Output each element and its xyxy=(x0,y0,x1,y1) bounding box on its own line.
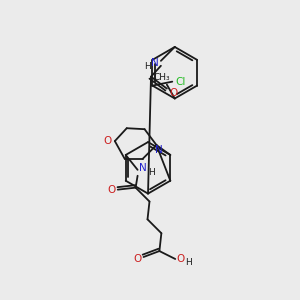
Text: O: O xyxy=(108,184,116,195)
Text: N: N xyxy=(139,163,146,173)
Text: O: O xyxy=(176,254,184,264)
Text: O: O xyxy=(134,254,142,264)
Text: Cl: Cl xyxy=(175,76,185,87)
Text: H: H xyxy=(148,168,155,177)
Text: O: O xyxy=(170,88,178,98)
Text: O: O xyxy=(104,136,112,146)
Text: H: H xyxy=(144,62,150,71)
Text: N: N xyxy=(151,58,159,68)
Text: CH₃: CH₃ xyxy=(154,73,170,82)
Text: H: H xyxy=(185,258,191,267)
Text: N: N xyxy=(154,145,162,155)
